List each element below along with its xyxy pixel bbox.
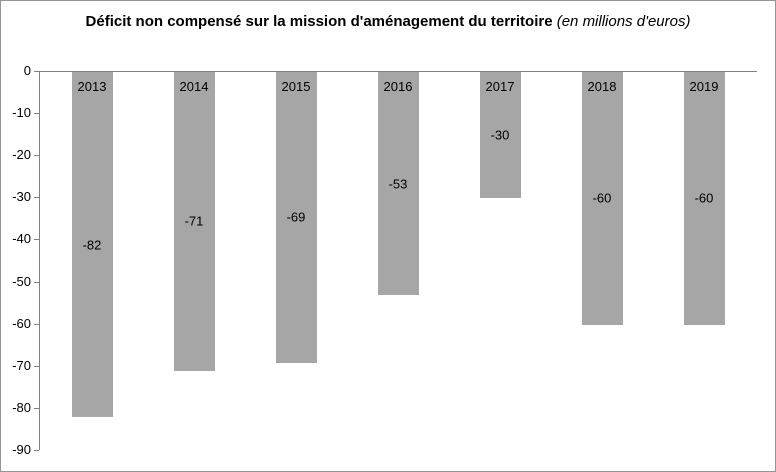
y-tick-label: -50	[12, 273, 31, 289]
bar-2014: 2014 -71	[173, 72, 215, 371]
bar-2013: 2013 -82	[71, 72, 113, 418]
y-tick-label: -20	[12, 147, 31, 163]
bar-value-label: -53	[388, 176, 408, 192]
bar-year-label: 2013	[77, 79, 107, 94]
y-tick-label: -30	[12, 189, 31, 205]
y-tick-mark	[34, 155, 39, 157]
y-tick-mark	[34, 365, 39, 367]
y-tick-mark	[34, 113, 39, 115]
bar-value-label: -69	[286, 209, 306, 225]
y-tick-mark	[34, 197, 39, 199]
y-tick-label: 0	[23, 63, 31, 78]
bar-year-label: 2016	[383, 79, 413, 94]
y-tick-mark	[34, 239, 39, 241]
bar-year-label: 2017	[485, 79, 515, 94]
bar-2019: 2019 -60	[683, 72, 725, 325]
y-tick-label: -40	[12, 231, 31, 247]
y-tick-label: -70	[12, 357, 31, 373]
y-axis-line	[39, 71, 40, 450]
chart-title-unit: (en millions d'euros)	[556, 13, 691, 30]
bar-year-label: 2019	[689, 79, 719, 94]
y-tick-label: -60	[12, 315, 31, 331]
bar-2016: 2016 -53	[377, 72, 419, 296]
bar-2017: 2017 -30	[479, 72, 521, 199]
bar-year-label: 2015	[281, 79, 311, 94]
chart-title: Déficit non compensé sur la mission d'am…	[78, 12, 698, 32]
bar-year-label: 2014	[179, 79, 209, 94]
bar-value-label: -60	[592, 190, 612, 206]
y-tick-label: -10	[12, 105, 31, 121]
y-tick-mark	[34, 71, 39, 72]
y-tick-mark	[34, 323, 39, 325]
chart-title-main: Déficit non compensé sur la mission d'am…	[85, 13, 553, 30]
bar-2015: 2015 -69	[275, 72, 317, 363]
bar-value-label: -71	[184, 213, 204, 229]
y-tick-label: -80	[12, 399, 31, 415]
bar-value-label: -60	[694, 190, 714, 206]
y-tick-mark	[34, 407, 39, 409]
bar-value-label: -30	[490, 127, 510, 143]
y-tick-mark	[34, 450, 39, 451]
bar-value-label: -82	[82, 237, 102, 253]
bar-year-label: 2018	[587, 79, 617, 94]
y-tick-mark	[34, 281, 39, 283]
zero-gridline	[39, 71, 757, 72]
bar-2018: 2018 -60	[581, 72, 623, 325]
y-tick-label: -90	[12, 442, 31, 457]
